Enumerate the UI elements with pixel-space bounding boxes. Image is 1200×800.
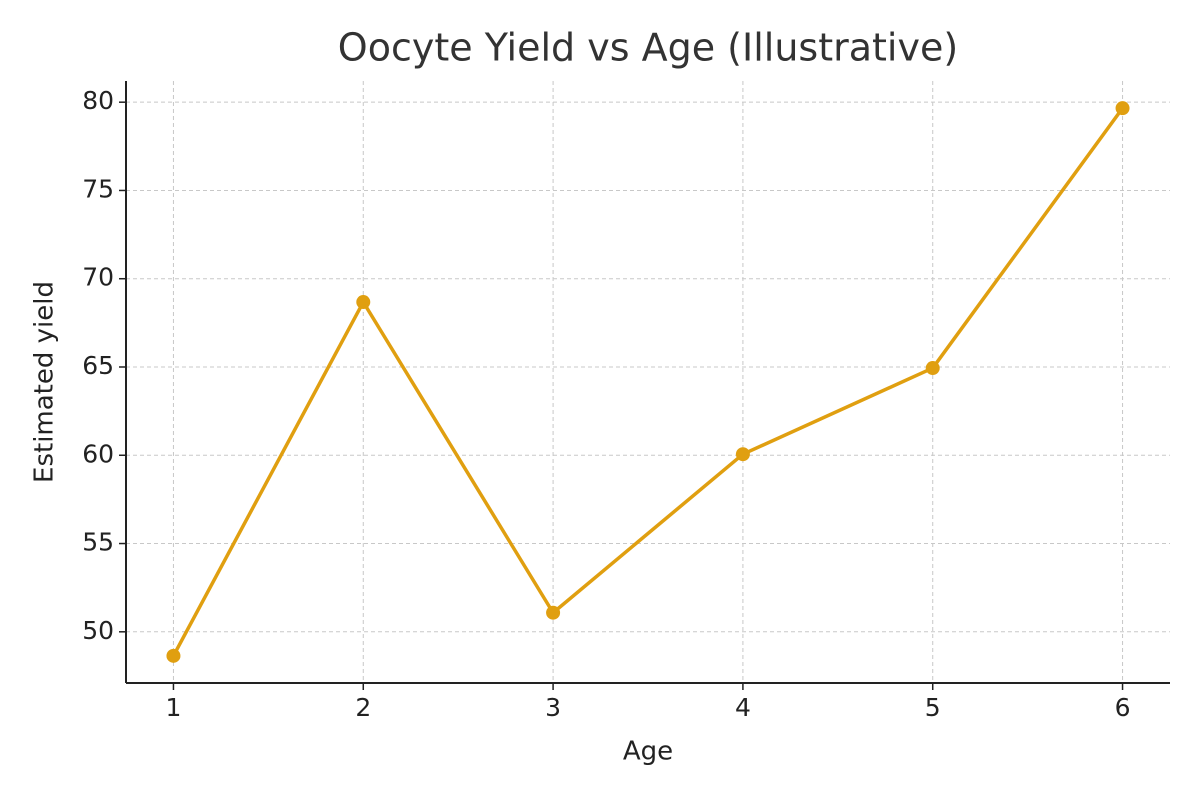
y-tick-label: 75 [82, 174, 114, 203]
point [1115, 101, 1130, 116]
x-tick-label: 2 [355, 693, 371, 722]
y-tick-label: 65 [82, 351, 114, 380]
point [356, 295, 371, 310]
x-tick-label: 6 [1115, 693, 1131, 722]
x-tick-label: 5 [925, 693, 941, 722]
chart-title: Oocyte Yield vs Age (Illustrative) [338, 26, 958, 70]
line [171, 107, 1124, 657]
y-tick-label: 50 [82, 616, 114, 645]
point [546, 605, 561, 620]
y-axis-label: Estimated yield [30, 281, 60, 483]
point [166, 648, 181, 663]
x-tick-label: 3 [545, 693, 561, 722]
x-axis-label: Age [623, 737, 673, 767]
y-tick-label: 70 [82, 263, 114, 292]
y-tick-label: 80 [82, 86, 114, 115]
point [925, 361, 940, 376]
x-tick-label: 1 [166, 693, 182, 722]
point [735, 447, 750, 462]
y-tick-label: 60 [82, 439, 114, 468]
x-tick-label: 4 [735, 693, 751, 722]
y-tick-label: 55 [82, 528, 114, 557]
